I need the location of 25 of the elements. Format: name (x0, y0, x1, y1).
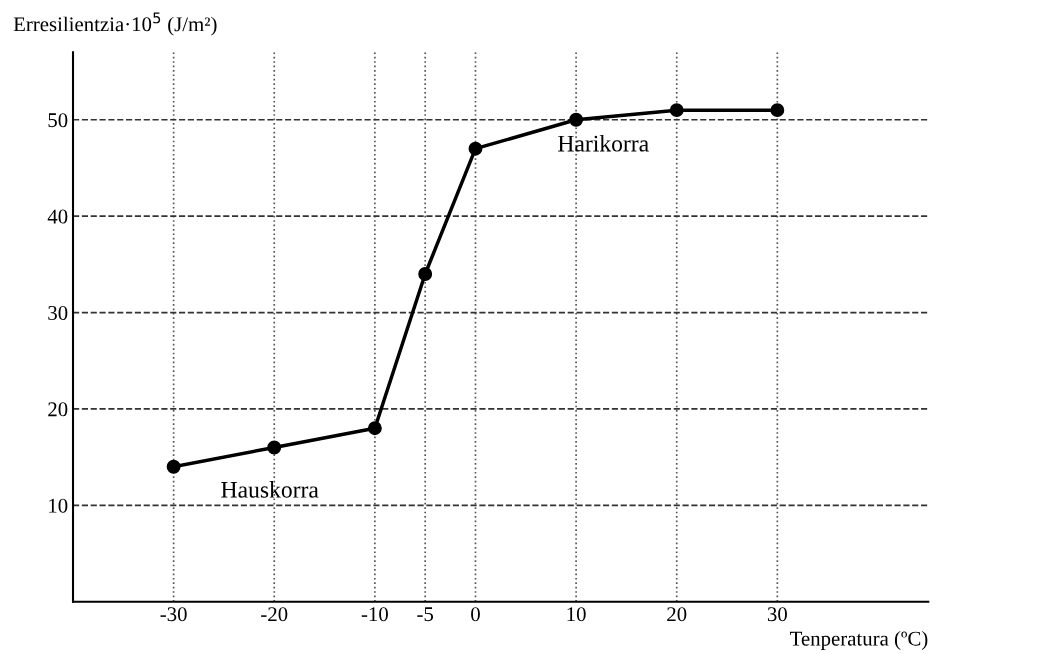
point (367, 421, 382, 436)
x-tick-label: -10 (361, 607, 388, 622)
point (669, 103, 684, 118)
x-tick-label: -20 (261, 607, 288, 622)
point (569, 112, 584, 127)
point (166, 459, 181, 474)
x-tick-label: 0 (471, 607, 480, 622)
point (770, 103, 785, 118)
annotation: Hauskorra (221, 481, 319, 498)
x-tick-label: 10 (567, 607, 586, 622)
y-tick-label: 20 (48, 402, 68, 417)
point (418, 267, 433, 281)
point (468, 141, 483, 156)
x-tick-label: 20 (667, 607, 687, 622)
y-tick-label: 50 (48, 113, 68, 128)
annotation: Harikorra (558, 135, 649, 152)
y-tick-label: 30 (48, 305, 68, 320)
point (267, 440, 282, 455)
y-tick-label: 10 (49, 498, 68, 513)
y-tick-label: 40 (47, 209, 68, 224)
x-tick-label: 30 (767, 607, 787, 622)
x-tick-label: -5 (417, 607, 434, 622)
x-tick-label: -30 (160, 607, 187, 622)
x-axis-title: Tenperatura (ºC) (790, 630, 928, 650)
y-axis-title: Erresilientzia·10$^{5}$ (J/m²) (13, 12, 217, 36)
